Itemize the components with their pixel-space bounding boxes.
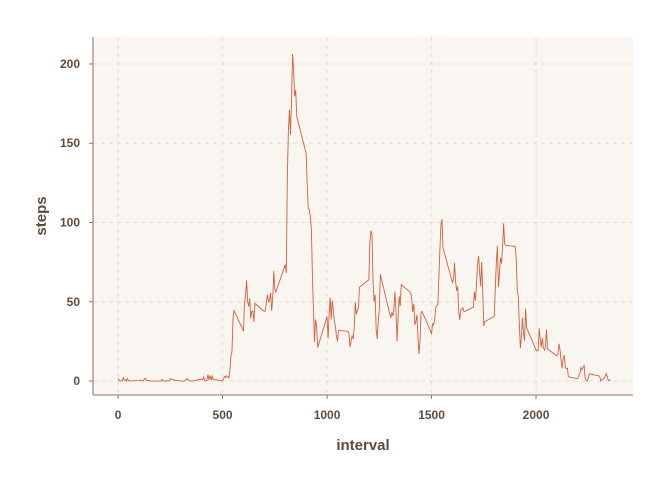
y-tick-label: 0 [73,374,80,388]
x-tick-label: 0 [115,408,122,422]
y-tick-label: 200 [60,57,80,71]
data-line [117,54,611,383]
plot-panel [93,37,633,395]
x-tick-label: 1500 [418,408,445,422]
y-axis-title: steps [33,196,50,235]
marks [117,54,611,383]
x-axis-title: interval [336,437,389,454]
y-tick-label: 100 [60,216,80,230]
y-tick-label: 150 [60,136,80,150]
x-tick-label: 500 [213,408,233,422]
x-tick-label: 1000 [314,408,341,422]
x-tick-label: 2000 [523,408,550,422]
y-tick-label: 50 [67,295,81,309]
